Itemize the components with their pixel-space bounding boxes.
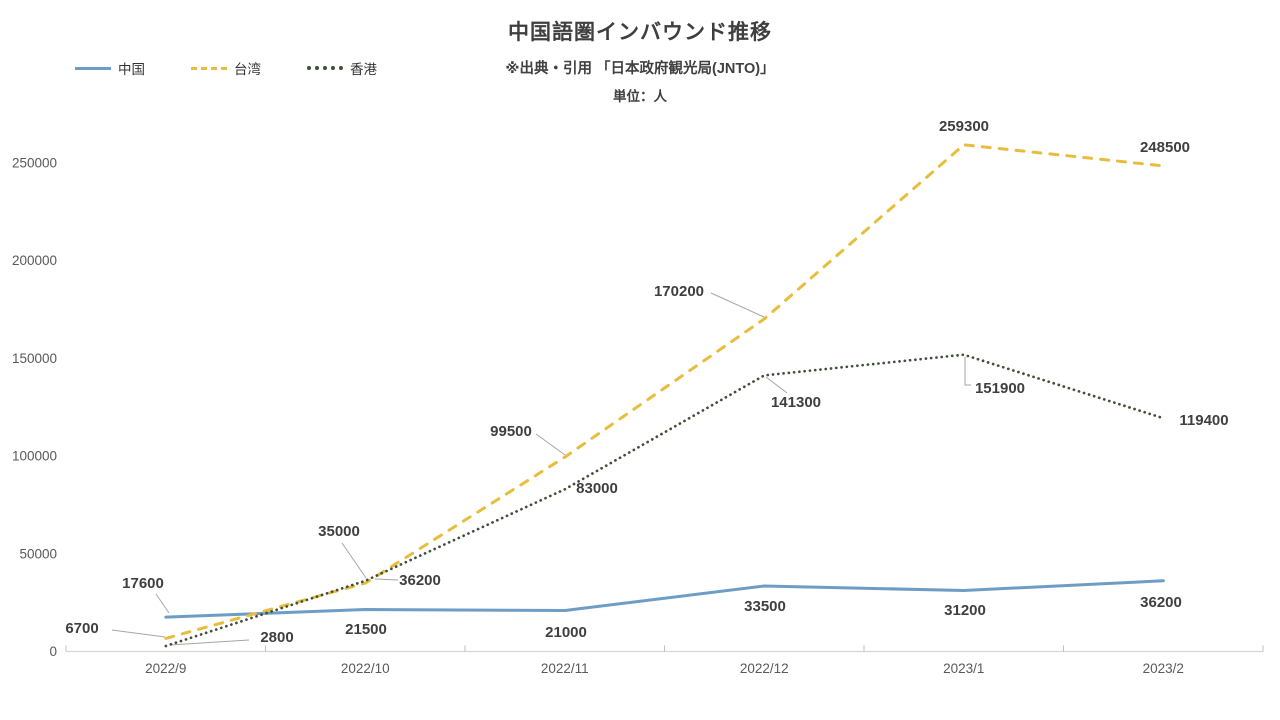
data-label-香港: 151900 [975, 380, 1025, 397]
data-label-香港: 36200 [399, 572, 441, 589]
data-label-香港: 2800 [260, 629, 293, 646]
y-axis-tick-label: 200000 [12, 253, 57, 268]
data-label-leader-line [111, 629, 166, 638]
data-label-台湾: 248500 [1140, 139, 1190, 156]
chart-legend: 中国 台湾 香港 [75, 58, 377, 78]
data-label-台湾: 99500 [490, 423, 532, 440]
china-line-swatch-icon [75, 66, 111, 70]
x-axis-tick-label: 2023/2 [1143, 661, 1184, 676]
legend-item-china: 中国 [75, 58, 145, 78]
data-label-台湾: 170200 [654, 283, 704, 300]
x-axis-tick-label: 2022/10 [341, 661, 390, 676]
legend-item-taiwan: 台湾 [191, 58, 261, 78]
hongkong-line-swatch-icon [307, 66, 343, 70]
data-label-leader-line [155, 593, 170, 614]
y-axis-tick-label: 0 [49, 644, 57, 659]
legend-item-hongkong: 香港 [307, 58, 377, 78]
x-axis-tick-label: 2022/12 [740, 661, 789, 676]
chart-unit-label: 単位：人 [613, 89, 667, 104]
data-label-香港: 119400 [1179, 412, 1228, 429]
series-line-香港 [164, 353, 1165, 648]
data-label-台湾: 259300 [939, 118, 989, 135]
series-line-中国 [164, 579, 1165, 619]
data-label-香港: 141300 [771, 394, 821, 411]
legend-label-china: 中国 [118, 62, 145, 77]
legend-label-taiwan: 台湾 [234, 62, 261, 77]
y-axis-tick-label: 150000 [12, 351, 57, 366]
chart-source-note: ※出典・引用 「日本政府観光局(JNTO)」 [505, 61, 775, 77]
x-axis-tick-label: 2022/11 [541, 661, 589, 676]
x-axis-tick-label: 2023/1 [943, 661, 984, 676]
data-label-leader-line [710, 292, 765, 318]
data-label-中国: 17600 [122, 575, 164, 592]
y-axis-tick-label: 100000 [12, 449, 57, 464]
y-axis-tick-label: 50000 [19, 546, 57, 561]
data-label-leader-line [964, 357, 971, 386]
data-label-中国: 36200 [1140, 594, 1182, 611]
data-label-香港: 83000 [576, 480, 618, 497]
data-label-leader-line [169, 639, 250, 646]
data-label-中国: 21000 [545, 624, 587, 641]
data-label-leader-line [374, 578, 399, 581]
y-axis-tick-label: 250000 [12, 156, 57, 171]
legend-label-hongkong: 香港 [350, 62, 377, 77]
taiwan-line-swatch-icon [191, 66, 227, 70]
data-label-中国: 21500 [345, 621, 387, 638]
chart-title: 中国語圏インバウンド推移 [508, 21, 772, 44]
data-label-leader-line [341, 542, 367, 579]
data-label-leader-line [535, 433, 566, 456]
data-label-台湾: 35000 [318, 523, 360, 540]
data-label-leader-line [765, 376, 788, 394]
data-label-台湾: 6700 [65, 620, 98, 637]
x-axis-tick-label: 2022/9 [145, 661, 186, 676]
data-label-中国: 31200 [944, 602, 986, 619]
data-label-中国: 33500 [744, 598, 786, 615]
